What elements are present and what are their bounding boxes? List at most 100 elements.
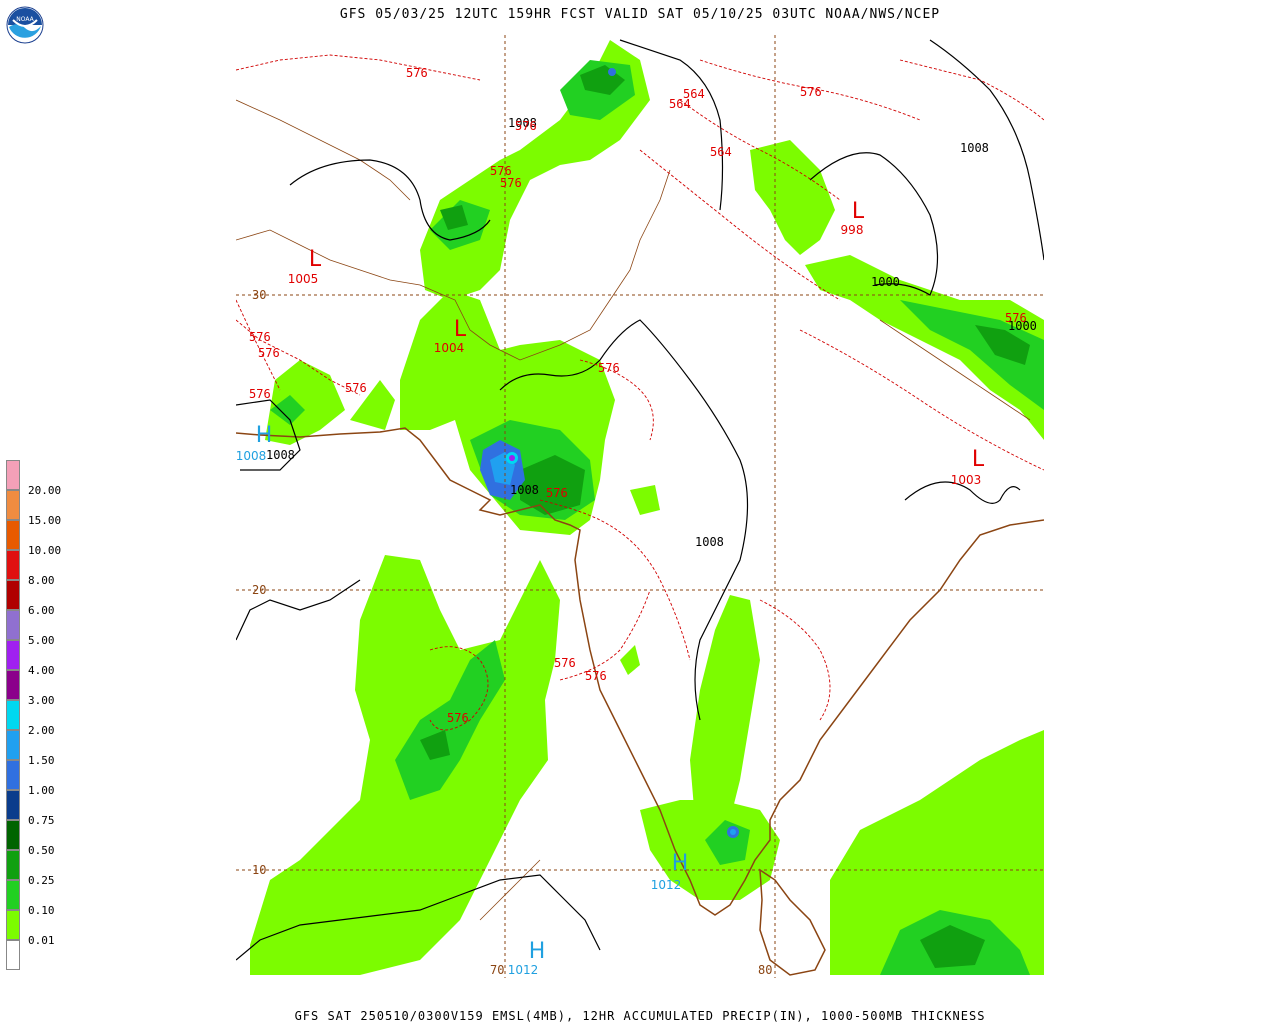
thickness-labels: 576 576 576 576 576 576 576 576 576 576 … (249, 66, 1027, 725)
legend-label: 0.10 (28, 904, 55, 917)
svg-text:NOAA: NOAA (16, 16, 34, 23)
isobar-label: 1008 (960, 141, 989, 155)
isobar-labels: 1008 1008 1008 1008 1008 1000 1000 (266, 116, 1037, 549)
thickness-label: 564 (669, 97, 691, 111)
lat-lon-grid (236, 35, 1044, 978)
legend-label: 5.00 (28, 634, 55, 647)
thickness-label: 576 (490, 164, 512, 178)
legend-label: 15.00 (28, 514, 62, 527)
precip-core (480, 68, 739, 838)
lon-80-label: 80 (758, 963, 772, 977)
high-center: H 1008 (236, 423, 272, 463)
thickness-label: 576 (258, 346, 280, 360)
isobar-label: 1000 (871, 275, 900, 289)
legend-label: 0.25 (28, 874, 55, 887)
legend-swatch (6, 820, 20, 850)
legend-swatch (6, 490, 20, 520)
legend-swatch (6, 940, 20, 970)
thickness-label: 576 (345, 381, 367, 395)
coastlines-borders (236, 99, 1044, 976)
svg-text:1004: 1004 (434, 341, 465, 355)
legend-swatch (6, 580, 20, 610)
precip-legend: 20.00 15.00 10.00 8.00 6.00 5.00 4.00 3.00 2.00 1… (6, 460, 61, 972)
svg-text:1005: 1005 (288, 272, 319, 286)
thickness-label: 576 (585, 669, 607, 683)
svg-text:L: L (454, 317, 467, 342)
legend-label: 1.50 (28, 754, 55, 767)
legend-label: 2.00 (28, 724, 55, 737)
legend-label: 3.00 (28, 694, 55, 707)
thickness-label: 564 (683, 87, 705, 101)
isobar-label: 1008 (695, 535, 724, 549)
thickness-label: 564 (710, 145, 732, 159)
legend-label: 6.00 (28, 604, 55, 617)
legend-label: 0.50 (28, 844, 55, 857)
svg-text:L: L (309, 247, 322, 272)
legend-swatch (6, 520, 20, 550)
thickness-label: 576 (1005, 311, 1027, 325)
thickness-label: 576 (249, 330, 271, 344)
thickness-label: 576 (249, 387, 271, 401)
legend-label: 4.00 (28, 664, 55, 677)
low-center: L 1003 (951, 447, 985, 487)
svg-text:H: H (529, 939, 546, 964)
grid-labels: 30 20 10 70 80 (252, 288, 772, 977)
thickness-label: 576 (598, 361, 620, 375)
legend-swatch (6, 760, 20, 790)
legend-swatch (6, 880, 20, 910)
lat-30-label: 30 (252, 288, 266, 302)
noaa-logo: NOAA (6, 6, 44, 44)
lon-70-label: 70 (490, 963, 504, 977)
chart-footer: GFS SAT 250510/0300V159 EMSL(4MB), 12HR … (294, 1009, 986, 1023)
legend-swatch (6, 730, 20, 760)
thickness-label: 576 (546, 486, 568, 500)
legend-swatch (6, 910, 20, 940)
high-center: H 1012 (651, 851, 689, 892)
legend-label: 20.00 (28, 484, 62, 497)
isobars (236, 39, 1044, 961)
thickness-label: 576 (515, 119, 537, 133)
svg-text:1003: 1003 (951, 473, 982, 487)
legend-label: 8.00 (28, 574, 55, 587)
svg-text:998: 998 (841, 223, 864, 237)
svg-text:H: H (672, 851, 689, 876)
forecast-map: 30 20 10 70 80 L 1005 L 1004 L 998 L 100… (236, 35, 1044, 978)
high-center: H 1012 (508, 939, 546, 977)
svg-text:H: H (256, 423, 273, 448)
lat-10-label: 10 (252, 863, 266, 877)
thickness-label: 576 (406, 66, 428, 80)
legend-swatch (6, 700, 20, 730)
legend-swatch (6, 460, 20, 490)
pressure-centers: L 1005 L 1004 L 998 L 1003 H 1008 H 1012… (236, 199, 985, 977)
low-center: L 1004 (434, 317, 467, 355)
thickness-label: 576 (800, 85, 822, 99)
thickness-label: 576 (500, 176, 522, 190)
svg-text:L: L (852, 199, 865, 224)
legend-swatch (6, 550, 20, 580)
thickness-lines (236, 54, 1044, 731)
isobar-label: 1008 (510, 483, 539, 497)
legend-swatch (6, 850, 20, 880)
precip-heavy (420, 65, 1030, 968)
legend-swatch (6, 610, 20, 640)
thickness-label: 576 (447, 711, 469, 725)
legend-label: 1.00 (28, 784, 55, 797)
legend-swatch (6, 670, 20, 700)
svg-text:1012: 1012 (651, 878, 682, 892)
isobar-label: 1008 (508, 116, 537, 130)
svg-text:1008: 1008 (236, 449, 266, 463)
svg-text:1012: 1012 (508, 963, 539, 977)
legend-label: 0.01 (28, 934, 55, 947)
low-center: L 1005 (288, 247, 322, 286)
legend-swatch (6, 790, 20, 820)
legend-label: 0.75 (28, 814, 55, 827)
isobar-label: 1008 (266, 448, 295, 462)
svg-text:L: L (972, 447, 985, 472)
thickness-label: 576 (554, 656, 576, 670)
legend-label: 10.00 (28, 544, 62, 557)
lat-20-label: 20 (252, 583, 266, 597)
low-center: L 998 (841, 199, 865, 237)
legend-swatch (6, 640, 20, 670)
chart-title: GFS 05/03/25 12UTC 159HR FCST VALID SAT … (339, 7, 941, 22)
isobar-label: 1000 (1008, 319, 1037, 333)
